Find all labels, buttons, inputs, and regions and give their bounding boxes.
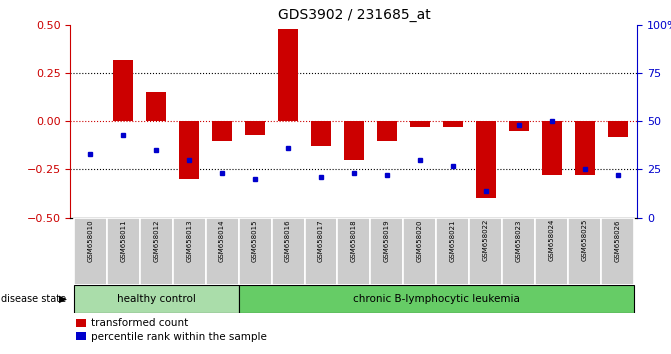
Bar [535, 218, 568, 285]
Text: GSM658017: GSM658017 [318, 219, 324, 262]
Text: GSM658012: GSM658012 [153, 219, 159, 262]
Text: GSM658013: GSM658013 [186, 219, 192, 262]
Bar [212, 121, 232, 141]
Bar [403, 218, 436, 285]
Bar [146, 92, 166, 121]
Text: GSM658025: GSM658025 [582, 219, 588, 262]
Legend: transformed count, percentile rank within the sample: transformed count, percentile rank withi… [76, 319, 267, 342]
Bar [542, 121, 562, 175]
Bar [74, 285, 239, 313]
Bar [74, 218, 107, 285]
Bar [344, 121, 364, 160]
Bar [305, 218, 338, 285]
Text: GSM658010: GSM658010 [87, 219, 93, 262]
Text: GSM658024: GSM658024 [549, 219, 555, 262]
Text: GSM658018: GSM658018 [351, 219, 357, 262]
Bar [272, 218, 305, 285]
Bar [113, 59, 133, 121]
Bar [370, 218, 403, 285]
Bar [205, 218, 239, 285]
Bar [443, 121, 463, 127]
Title: GDS3902 / 231685_at: GDS3902 / 231685_at [278, 8, 430, 22]
Bar [575, 121, 595, 175]
Text: GSM658021: GSM658021 [450, 219, 456, 262]
Text: chronic B-lymphocytic leukemia: chronic B-lymphocytic leukemia [353, 294, 520, 304]
Bar [601, 218, 634, 285]
Text: healthy control: healthy control [117, 294, 196, 304]
Bar [469, 218, 503, 285]
Bar [107, 218, 140, 285]
Text: GSM658015: GSM658015 [252, 219, 258, 262]
Bar [476, 121, 496, 198]
Bar [503, 218, 535, 285]
Text: GSM658011: GSM658011 [120, 219, 126, 262]
Bar [172, 218, 205, 285]
Bar [338, 218, 370, 285]
Text: GSM658014: GSM658014 [219, 219, 225, 262]
Bar [179, 121, 199, 179]
Bar [509, 121, 529, 131]
Bar [608, 121, 627, 137]
Bar [410, 121, 429, 127]
Text: GSM658023: GSM658023 [516, 219, 522, 262]
Text: GSM658026: GSM658026 [615, 219, 621, 262]
Text: ▶: ▶ [59, 294, 67, 304]
Bar [245, 121, 265, 135]
Text: GSM658019: GSM658019 [384, 219, 390, 262]
Text: disease state: disease state [1, 294, 66, 304]
Bar [436, 218, 469, 285]
Bar [377, 121, 397, 141]
Text: GSM658016: GSM658016 [285, 219, 291, 262]
Bar [239, 285, 634, 313]
Bar [568, 218, 601, 285]
Text: GSM658020: GSM658020 [417, 219, 423, 262]
Bar [140, 218, 172, 285]
Bar [239, 218, 272, 285]
Text: GSM658022: GSM658022 [483, 219, 488, 262]
Bar [278, 29, 298, 121]
Bar [311, 121, 331, 146]
